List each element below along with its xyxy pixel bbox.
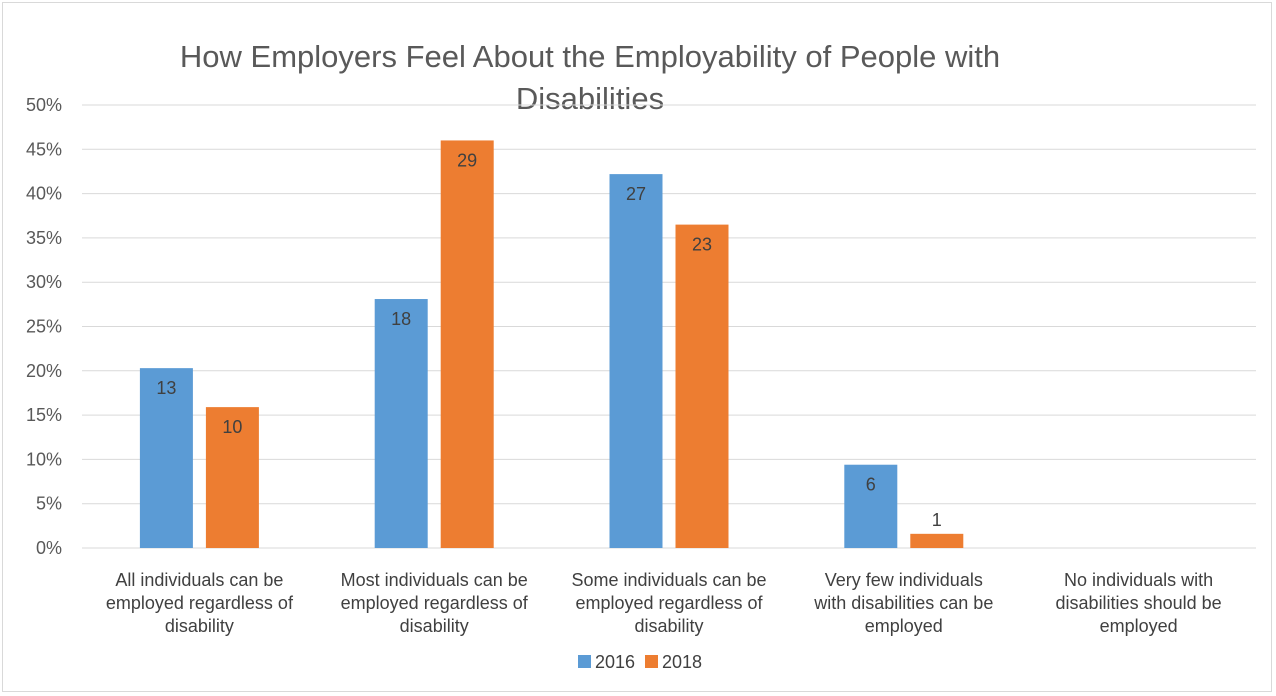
x-category-label: No individuals with disabilities should b… xyxy=(1056,570,1222,636)
bar xyxy=(440,140,494,548)
y-tick-label: 30% xyxy=(26,272,62,292)
bar xyxy=(910,533,964,548)
bars xyxy=(139,140,964,549)
bar xyxy=(675,224,729,549)
legend: 2016 2018 xyxy=(578,652,702,672)
data-label: 23 xyxy=(692,235,712,255)
y-tick-label: 50% xyxy=(26,95,62,115)
legend-swatch xyxy=(645,655,658,668)
bar xyxy=(139,368,193,548)
y-tick-label: 25% xyxy=(26,317,62,337)
y-tick-label: 0% xyxy=(36,538,62,558)
x-category-label: Very few individuals with disabilities ca… xyxy=(813,570,993,636)
x-axis-categories: All individuals can be employed regardles… xyxy=(106,570,1222,636)
y-tick-label: 45% xyxy=(26,139,62,159)
bar xyxy=(374,299,428,548)
legend-swatch xyxy=(578,655,591,668)
x-category-label: Some individuals can be employed regardle… xyxy=(571,570,766,636)
y-tick-label: 10% xyxy=(26,449,62,469)
data-label: 27 xyxy=(626,184,646,204)
y-tick-label: 5% xyxy=(36,494,62,514)
x-category-label: All individuals can be employed regardles… xyxy=(106,570,294,636)
gridlines xyxy=(82,104,1256,549)
chart-title: How Employers Feel About the Employabili… xyxy=(179,39,1001,116)
data-label: 1 xyxy=(932,510,942,530)
legend-label: 2018 xyxy=(662,652,702,672)
y-tick-label: 15% xyxy=(26,405,62,425)
bar xyxy=(205,407,259,548)
y-tick-label: 35% xyxy=(26,228,62,248)
bar xyxy=(609,174,663,548)
y-axis-ticks: 0% 5% 10% 15% 20% 25% 30% 35% 40% 45% 50% xyxy=(26,95,62,558)
data-label: 6 xyxy=(866,475,876,495)
legend-label: 2016 xyxy=(595,652,635,672)
bar xyxy=(844,464,898,548)
data-label: 10 xyxy=(222,417,242,437)
y-tick-label: 40% xyxy=(26,184,62,204)
data-label: 13 xyxy=(156,378,176,398)
data-label: 29 xyxy=(457,150,477,170)
y-tick-label: 20% xyxy=(26,361,62,381)
data-labels: 13 18 27 6 10 29 23 1 xyxy=(156,150,941,529)
data-label: 18 xyxy=(391,309,411,329)
x-category-label: Most individuals can be employed regardle… xyxy=(341,570,529,636)
